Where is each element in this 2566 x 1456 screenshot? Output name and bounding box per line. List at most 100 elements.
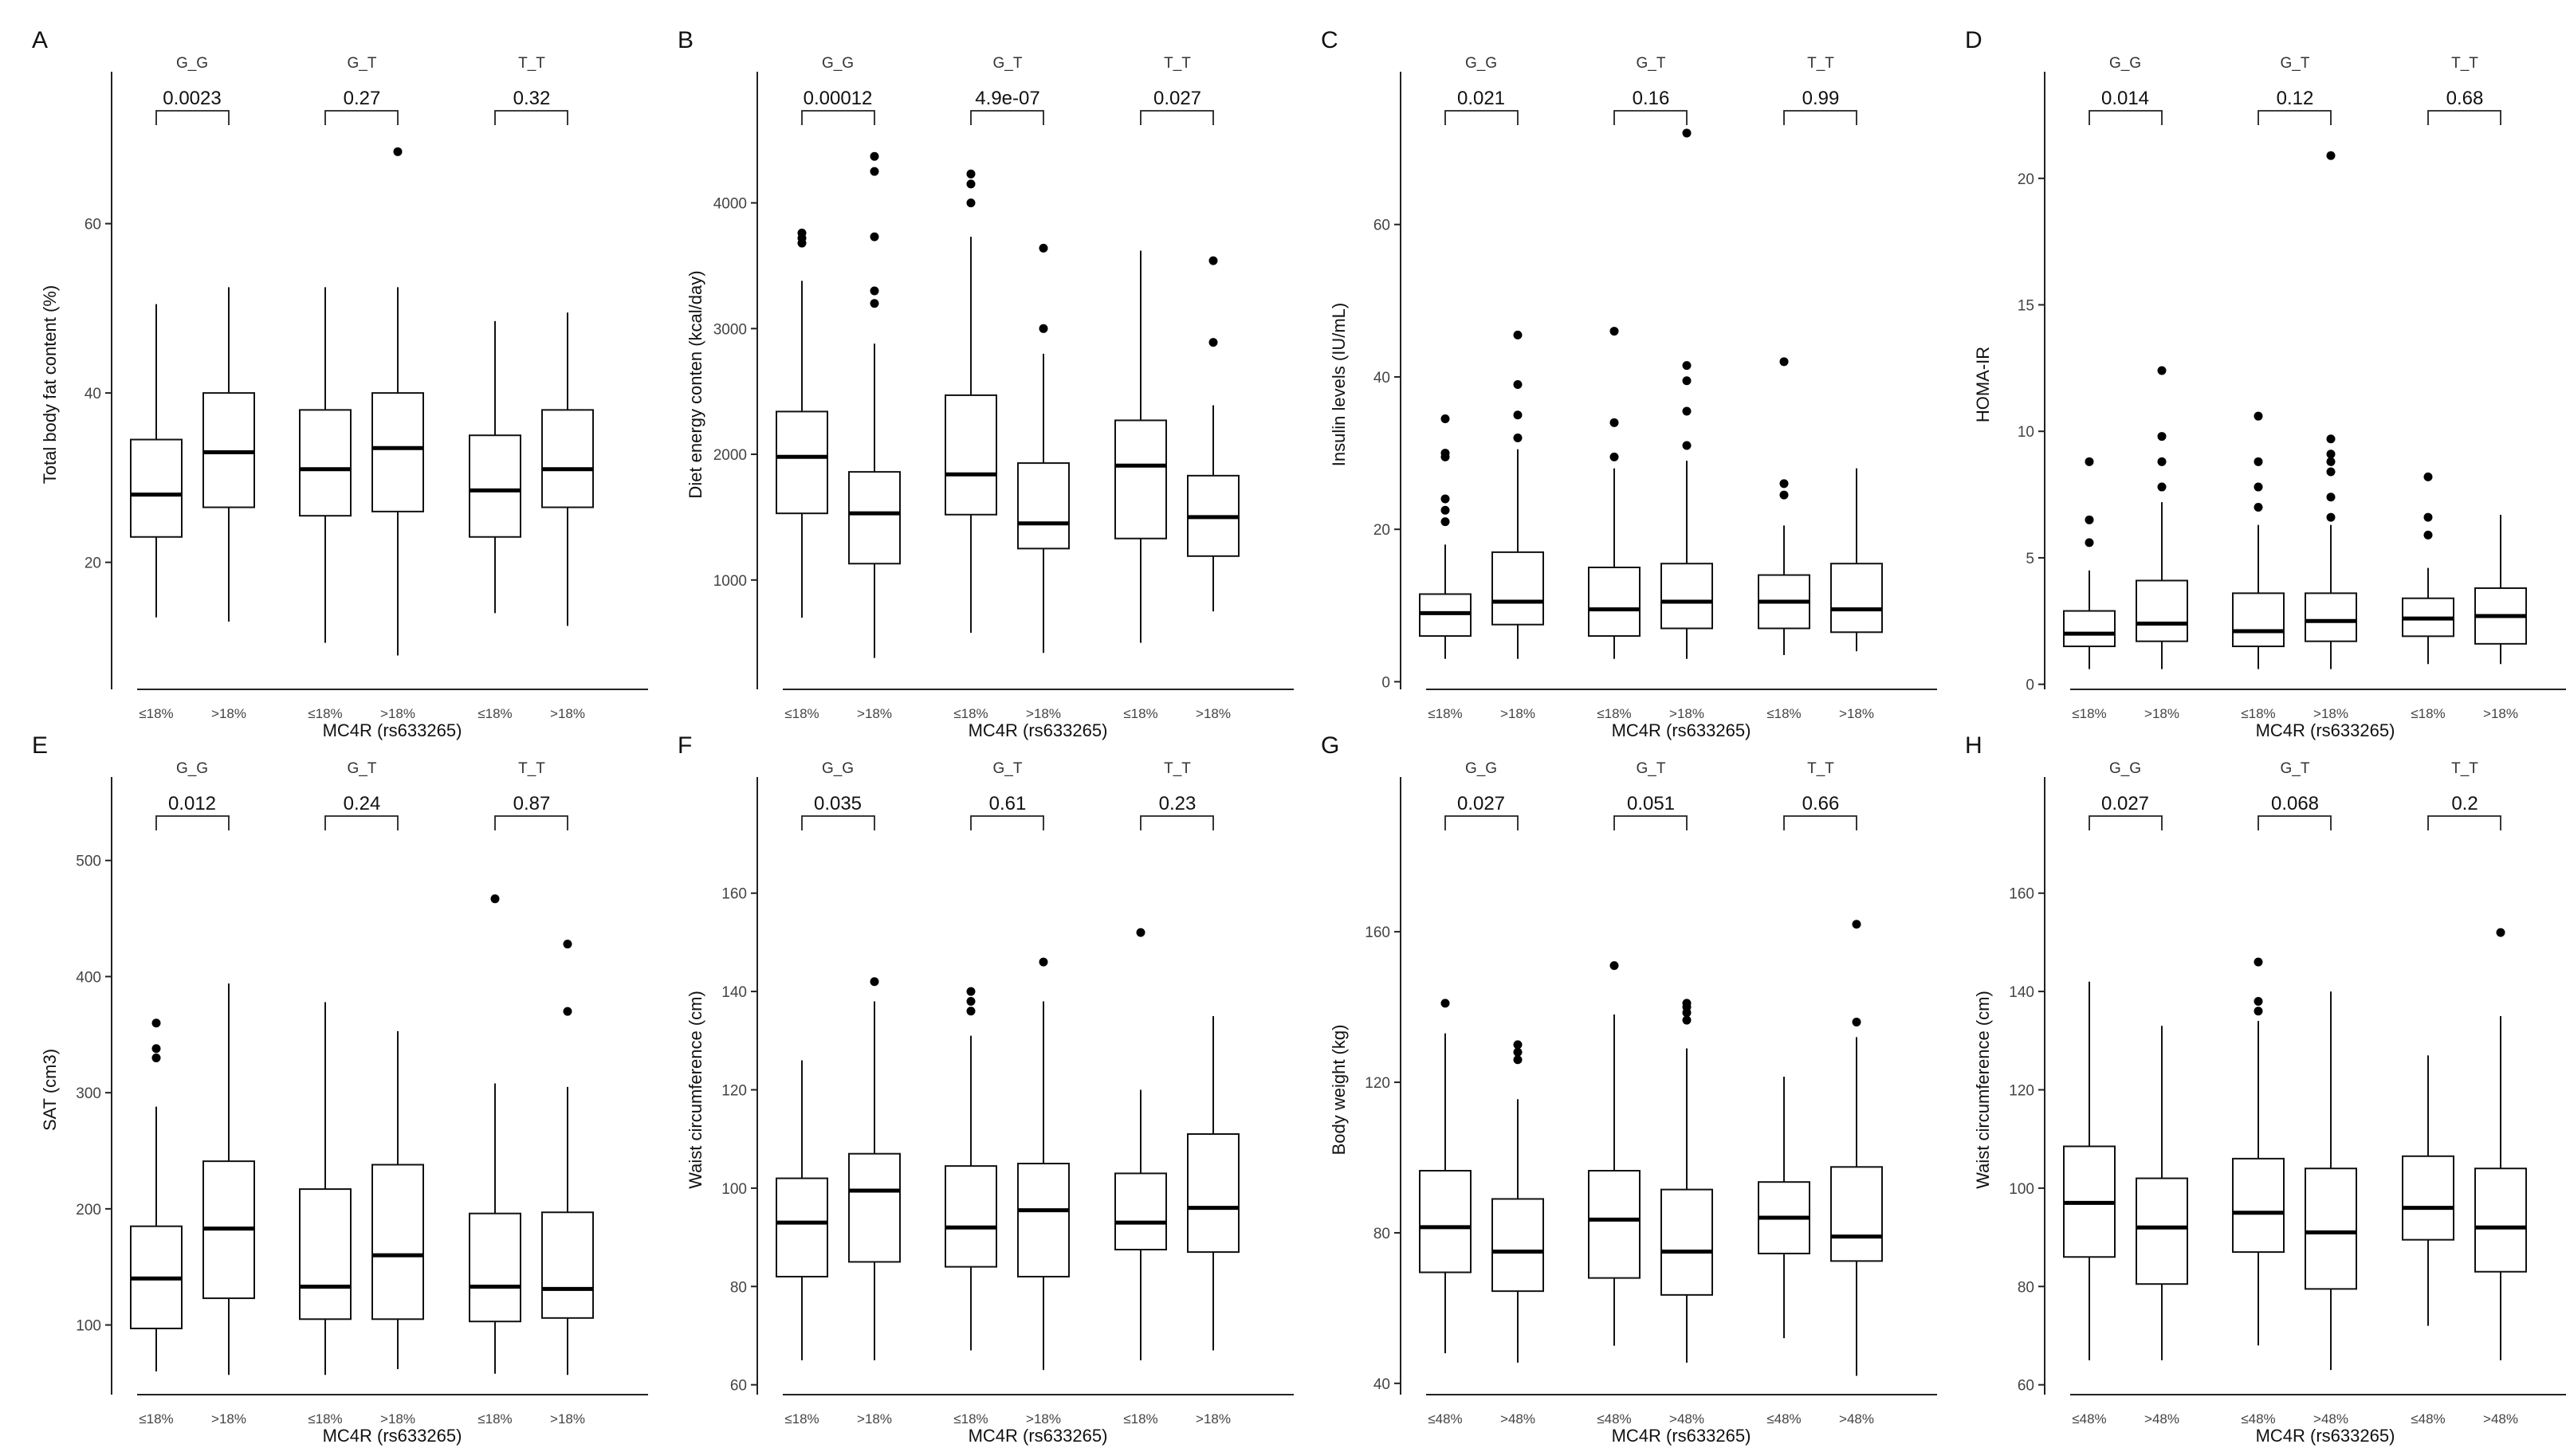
iqr-box (2474, 1168, 2527, 1273)
y-tick-label: 160 (1365, 924, 1390, 941)
boxplot-2 (1491, 1040, 1544, 1363)
outlier-point (1609, 961, 1619, 971)
boxplot-6 (541, 312, 594, 626)
outlier-point (966, 198, 976, 208)
significance-bracket (324, 110, 399, 125)
x-tick-label: ≤18% (2241, 706, 2275, 721)
boxplot-3 (1588, 327, 1641, 659)
outlier-point (2326, 493, 2336, 502)
outlier-point (1513, 330, 1523, 339)
panel-h: H 60 80 100 120 140 160 Waist circumference (cm… (1965, 732, 2566, 1446)
x-tick-label: >18% (211, 1411, 246, 1427)
x-tick-label: >48% (2483, 1411, 2518, 1427)
panel-letter: B (678, 27, 694, 53)
panel-letter: E (32, 732, 48, 759)
outlier-point (2423, 530, 2433, 540)
y-tick-label: 40 (1373, 370, 1390, 387)
x-axis-title: MC4R (rs633265) (969, 720, 1108, 740)
y-tick-label: 80 (1373, 1226, 1390, 1242)
boxplot-1 (130, 304, 183, 618)
x-tick-label: >18% (857, 1411, 892, 1427)
x-tick-label: ≤18% (784, 1411, 819, 1427)
outlier-point (151, 1053, 161, 1062)
outlier-point (1609, 452, 1619, 461)
iqr-box (1830, 563, 1883, 634)
outlier-point (1513, 1040, 1523, 1050)
outlier-point (1039, 957, 1048, 967)
genotype-label: G_T (1637, 760, 1666, 777)
x-tick-label: >18% (857, 706, 892, 721)
x-tick-label: ≤18% (953, 1411, 988, 1427)
boxplot-3 (945, 169, 997, 634)
y-tick-label: 20 (84, 555, 101, 572)
y-tick-label: 5 (2026, 551, 2034, 567)
outlier-point (966, 987, 976, 996)
iqr-box (945, 1165, 997, 1268)
outlier-point (1682, 1015, 1692, 1025)
panel-letter: H (1965, 732, 1982, 759)
x-tick-label: >48% (1500, 1411, 1535, 1427)
p-value-label: 0.24 (344, 793, 381, 814)
y-tick-label: 60 (2018, 1378, 2034, 1395)
boxplot-6 (1830, 920, 1883, 1376)
outlier-point (870, 151, 879, 161)
outlier-point (1440, 999, 1450, 1008)
significance-bracket (155, 110, 230, 125)
significance-bracket (1613, 815, 1688, 830)
x-axis-title: MC4R (rs633265) (969, 1426, 1108, 1446)
x-tick-label: ≤48% (1428, 1411, 1462, 1427)
y-tick-label: 15 (2018, 298, 2034, 315)
panel-letter: F (678, 732, 692, 759)
iqr-box (1588, 567, 1641, 638)
iqr-box (1114, 419, 1167, 540)
iqr-box (371, 392, 424, 512)
boxplot-4 (1017, 957, 1070, 1371)
iqr-box (1830, 1166, 1883, 1262)
iqr-box (469, 1212, 521, 1323)
y-tick-label: 2000 (713, 447, 747, 464)
outlier-point (2254, 482, 2263, 492)
p-value-label: 0.61 (989, 793, 1027, 814)
boxplot-2 (202, 983, 255, 1376)
outlier-point (2085, 538, 2094, 547)
outlier-point (2423, 512, 2433, 522)
y-tick-label: 40 (84, 386, 101, 402)
p-value-label: 0.12 (2277, 88, 2314, 109)
panel-letter: C (1321, 27, 1338, 53)
y-tick-label: 80 (2018, 1279, 2034, 1296)
x-tick-label: ≤18% (1123, 1411, 1157, 1427)
iqr-box (1491, 551, 1544, 626)
outlier-point (2254, 502, 2263, 512)
iqr-box (299, 409, 352, 517)
iqr-box (541, 409, 594, 508)
boxplot-5 (1114, 928, 1167, 1360)
significance-bracket (801, 110, 875, 125)
panel-d: D 0 5 10 15 20 HOMA-IR ≤18% >18% ≤18% >18% ≤18% >18%… (1965, 27, 2566, 740)
outlier-point (1208, 338, 1218, 347)
outlier-point (1779, 357, 1789, 367)
y-tick-label: 100 (2009, 1181, 2034, 1198)
y-tick-label: 80 (730, 1279, 747, 1296)
boxplot-6 (2474, 514, 2527, 665)
genotype-label: G_T (993, 760, 1023, 777)
significance-bracket (2427, 815, 2501, 830)
significance-bracket (970, 110, 1044, 125)
genotype-label: T_T (1807, 55, 1834, 72)
y-axis-title: Diet energy conten (kcal/day) (686, 270, 705, 498)
p-value-label: 0.66 (1802, 793, 1840, 814)
iqr-box (371, 1164, 424, 1321)
x-tick-label: >48% (2313, 1411, 2348, 1427)
y-axis-title: Waist circumference (cm) (686, 991, 705, 1189)
x-axis-title: MC4R (rs633265) (2256, 1426, 2395, 1446)
outlier-point (870, 286, 879, 296)
y-tick-label: 60 (730, 1378, 747, 1395)
significance-bracket (2258, 110, 2332, 125)
y-tick-label: 0 (1381, 674, 1390, 691)
outlier-point (1208, 256, 1218, 265)
outlier-point (2254, 411, 2263, 421)
boxplot-2 (848, 151, 901, 658)
outlier-point (966, 1007, 976, 1016)
iqr-box (130, 438, 183, 538)
boxplot-4 (371, 147, 424, 656)
